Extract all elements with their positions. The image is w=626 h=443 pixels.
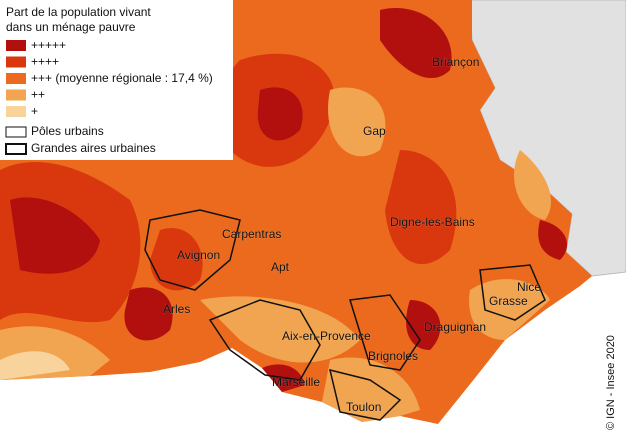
legend-title: dans un ménage pauvre bbox=[6, 20, 136, 34]
legend-swatch bbox=[6, 56, 26, 68]
legend-label: +++++ bbox=[31, 38, 66, 52]
city-label: Apt bbox=[271, 260, 290, 274]
city-label: Nice bbox=[517, 280, 541, 294]
city-label: Gap bbox=[363, 124, 386, 138]
city-label: Arles bbox=[163, 302, 190, 316]
city-labels: Briançon Gap Digne-les-Bains CarpentrasAvig… bbox=[163, 55, 542, 415]
legend-swatch bbox=[6, 106, 26, 117]
credit: © IGN - Insee 2020 bbox=[605, 335, 617, 430]
legend-title: Part de la population vivant bbox=[6, 5, 151, 19]
city-label: Digne-les-Bains bbox=[390, 215, 475, 229]
city-label: Grasse bbox=[489, 294, 528, 308]
city-label: Avignon bbox=[177, 248, 220, 262]
legend: Part de la population vivant dans un mén… bbox=[0, 0, 233, 160]
legend-label: ++ bbox=[31, 88, 45, 102]
city-label: Aix-en-Provence bbox=[282, 329, 371, 343]
legend-label: Grandes aires urbaines bbox=[31, 141, 156, 155]
urban-areas bbox=[144, 209, 546, 421]
legend-label: + bbox=[31, 104, 38, 118]
city-label: Toulon bbox=[346, 400, 381, 414]
legend-swatch bbox=[6, 40, 26, 51]
legend-swatch bbox=[5, 143, 27, 155]
legend-label: Pôles urbains bbox=[31, 124, 104, 138]
legend-label: +++ (moyenne régionale : 17,4 %) bbox=[31, 71, 213, 85]
legend-swatch bbox=[6, 89, 26, 101]
city-label: Brignoles bbox=[368, 349, 418, 363]
city-label: Briançon bbox=[432, 55, 479, 69]
city-label: Carpentras bbox=[222, 227, 281, 241]
legend-swatch bbox=[6, 73, 26, 84]
city-label: Marseille bbox=[272, 375, 320, 389]
legend-box bbox=[0, 0, 233, 160]
legend-label: ++++ bbox=[31, 55, 59, 69]
legend-swatch bbox=[5, 126, 27, 138]
city-label: Draguignan bbox=[424, 320, 486, 334]
